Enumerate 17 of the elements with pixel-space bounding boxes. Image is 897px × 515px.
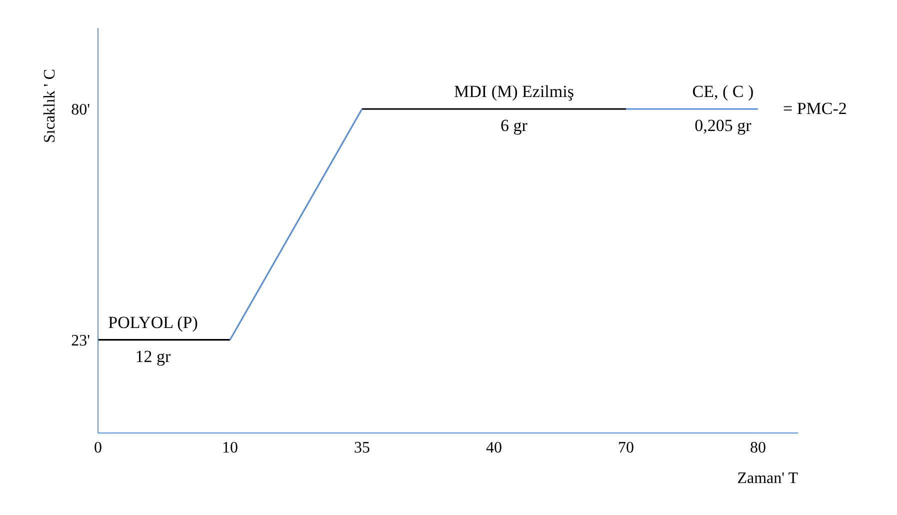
y-tick-label: 80': [71, 102, 90, 119]
y-tick-label: 23': [71, 332, 90, 350]
x-tick-label: 40: [486, 439, 502, 456]
x-tick-label: 80: [750, 439, 766, 456]
x-axis-title: Zaman' T: [737, 470, 798, 487]
annotation: CE, ( C ): [692, 82, 754, 101]
annotation: 12 gr: [135, 346, 172, 366]
x-tick-label: 10: [222, 439, 238, 456]
annotation: MDI (M) Ezilmiş: [454, 82, 574, 101]
annotation: 6 gr: [500, 116, 528, 135]
x-tick-label: 70: [618, 439, 634, 456]
x-tick-label: 35: [354, 439, 370, 456]
annotation: = PMC-2: [783, 99, 847, 118]
annotation: 0,205 gr: [694, 116, 752, 135]
x-tick-label: 0: [94, 439, 102, 456]
y-axis-title: Sıcaklık ' C: [41, 69, 58, 143]
annotation: POLYOL (P): [108, 312, 198, 332]
